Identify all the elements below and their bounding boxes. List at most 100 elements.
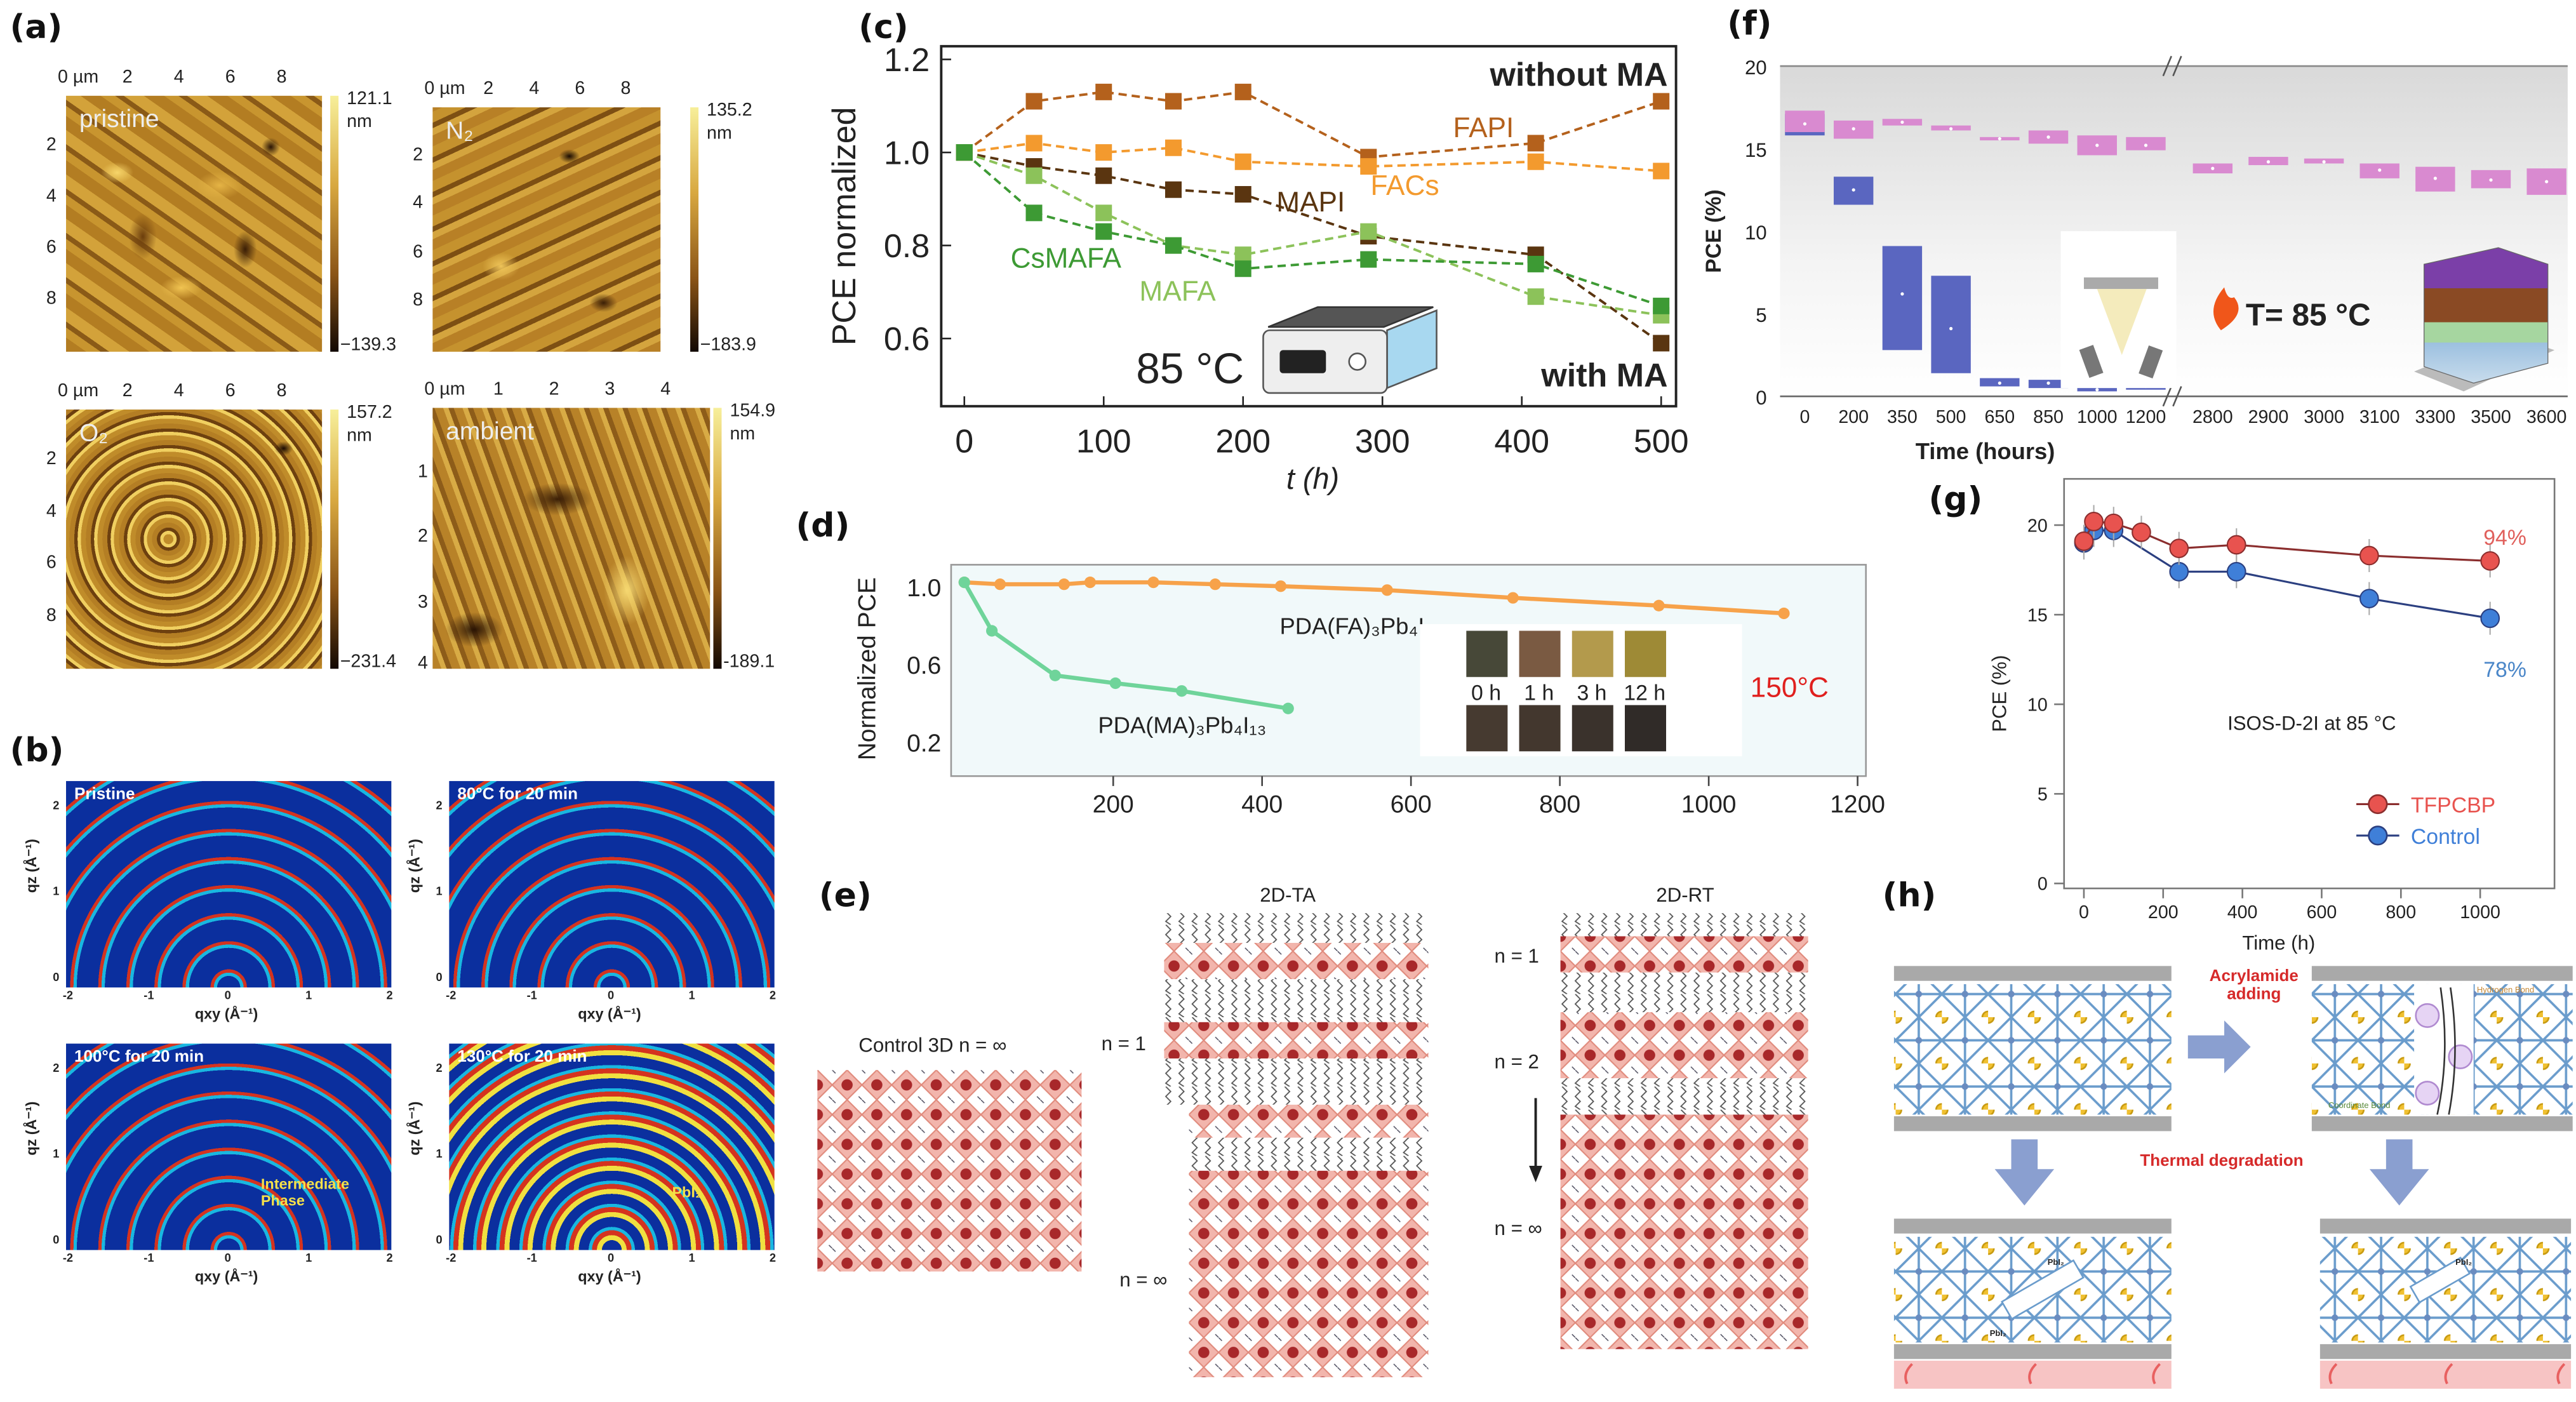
- box-median: [1852, 188, 1855, 192]
- x-tick-label: 2800: [2192, 407, 2233, 427]
- colorbar-max: 154.9: [730, 401, 776, 422]
- ta-n1-layer: [1189, 1104, 1429, 1138]
- data-point-MAFA: [1025, 167, 1043, 184]
- time-label: 12 h: [1624, 681, 1665, 705]
- x-tick-label: 350: [1887, 407, 1918, 427]
- giwaxs-xlabel: qxy (Å⁻¹): [578, 1268, 641, 1285]
- ta-n1-layer: [1164, 1022, 1429, 1058]
- perovskite-lattice-protected: [2319, 1236, 2572, 1343]
- film-photo-ma: [1519, 705, 1561, 752]
- y-tick-label: 1.2: [884, 42, 930, 79]
- rt-n2-label: n = 2: [1494, 1050, 1539, 1074]
- box-median: [1998, 137, 2001, 141]
- data-point-Control: [2480, 608, 2500, 629]
- annotation-without-ma: without MA: [1489, 57, 1667, 93]
- data-point-Control: [2226, 562, 2246, 582]
- box-median: [1949, 127, 1953, 131]
- data-point: [1653, 599, 1665, 611]
- x-tick-label: 200: [1215, 424, 1271, 460]
- x-tick: 0: [608, 991, 615, 1003]
- afm-image: ambient: [432, 408, 711, 669]
- x-tick: 0 µm: [424, 79, 465, 100]
- panel-label-f: (f): [1727, 3, 1772, 43]
- ta-title: 2D-TA: [1260, 883, 1316, 907]
- legend-label: TFPCBP: [2411, 793, 2495, 817]
- x-tick: -2: [62, 1253, 74, 1265]
- panel-label-b: (b): [10, 730, 64, 770]
- series-line-FAPI: [963, 90, 1662, 159]
- acrylamide-label-2: adding: [2227, 985, 2281, 1005]
- x-tick-label: 1200: [1830, 791, 1885, 818]
- chart-g-axes: [2063, 477, 2556, 890]
- colorbar-min: −183.9: [700, 335, 756, 356]
- ta-spacer-layer: [1164, 1058, 1429, 1105]
- x-tick: -2: [62, 991, 74, 1003]
- x-axis-label: Time (h): [2242, 931, 2315, 954]
- x-tick-label: 3600: [2526, 407, 2567, 427]
- panel-label-e: (e): [818, 875, 872, 915]
- colorbar: [330, 409, 339, 669]
- rt-spacer-layer: [1560, 972, 1808, 1013]
- y-tick: 8: [413, 291, 424, 311]
- data-point-FAPI: [1653, 93, 1670, 110]
- box-median: [2545, 180, 2549, 184]
- panel-label-h: (h): [1882, 875, 1937, 915]
- x-tick-label: 3000: [2304, 407, 2344, 427]
- y-tick: 4: [417, 653, 428, 674]
- afm-image: pristine: [66, 95, 323, 352]
- data-point-CsMAFA: [1095, 223, 1112, 240]
- y-tick-label: 0: [1756, 387, 1766, 409]
- data-point: [1381, 584, 1393, 596]
- x-tick: 2: [549, 380, 559, 400]
- x-tick: 6: [225, 67, 236, 88]
- ta-n1-layer: [1164, 942, 1429, 980]
- x-tick-label: 200: [1093, 791, 1134, 818]
- giwaxs-image: Pristine: [66, 781, 392, 988]
- y-tick: 2: [436, 801, 443, 813]
- giwaxs-condition-label: 80°C for 20 min: [457, 785, 578, 804]
- data-point-MAFA: [1527, 288, 1544, 305]
- data-point-TFPCBP: [2074, 531, 2094, 551]
- temperature-label: 150°C: [1751, 672, 1829, 703]
- x-tick: -1: [526, 991, 537, 1003]
- x-tick-label: 1000: [2077, 407, 2118, 427]
- y-tick-label: 5: [2038, 785, 2048, 805]
- box-median: [2322, 160, 2326, 164]
- data-point-TFPCBP: [2169, 538, 2189, 559]
- data-point: [1209, 578, 1221, 591]
- x-tick: 1: [305, 1253, 312, 1265]
- y-tick-label: 0: [2038, 874, 2048, 895]
- x-tick: 2: [769, 991, 777, 1003]
- control-3d-label: Control 3D n = ∞: [858, 1033, 1007, 1057]
- x-tick: -1: [143, 1253, 154, 1265]
- y-tick: 8: [46, 605, 57, 625]
- hotplate-top: [1267, 306, 1434, 328]
- diagram-e: [817, 913, 1808, 1377]
- x-tick: 8: [620, 79, 631, 100]
- x-tick: 2: [769, 1253, 777, 1265]
- end-label-tfpcbp: 94%: [2483, 526, 2526, 550]
- data-point: [1058, 578, 1070, 591]
- y-tick-label: 0.8: [884, 228, 930, 265]
- afm-condition-label: N₂: [446, 117, 474, 145]
- y-axis-label: PCE normalized: [826, 107, 863, 345]
- heat-strip: [1893, 1360, 2172, 1389]
- y-tick: 2: [53, 801, 60, 813]
- box-median: [1900, 292, 1904, 296]
- x-tick-label: 3100: [2359, 407, 2400, 427]
- x-tick-label: 0: [2079, 902, 2089, 923]
- film-photo-fa: [1519, 631, 1561, 678]
- rt-ninf-label: n = ∞: [1494, 1217, 1542, 1241]
- y-tick-label: 1.0: [907, 575, 941, 602]
- box-Control: [1931, 276, 1971, 373]
- panel-label-a: (a): [10, 6, 63, 46]
- colorbar-min: −231.4: [340, 652, 397, 672]
- box-median: [2095, 388, 2099, 392]
- y-tick: 2: [413, 144, 424, 165]
- data-point-TFPCBP: [2084, 512, 2104, 531]
- y-tick: 0: [436, 1235, 443, 1247]
- flame-icons: [1904, 1363, 2566, 1385]
- colorbar-unit: nm: [347, 112, 372, 133]
- y-tick-label: 0.2: [907, 730, 941, 757]
- data-point-MAFA: [1095, 204, 1112, 222]
